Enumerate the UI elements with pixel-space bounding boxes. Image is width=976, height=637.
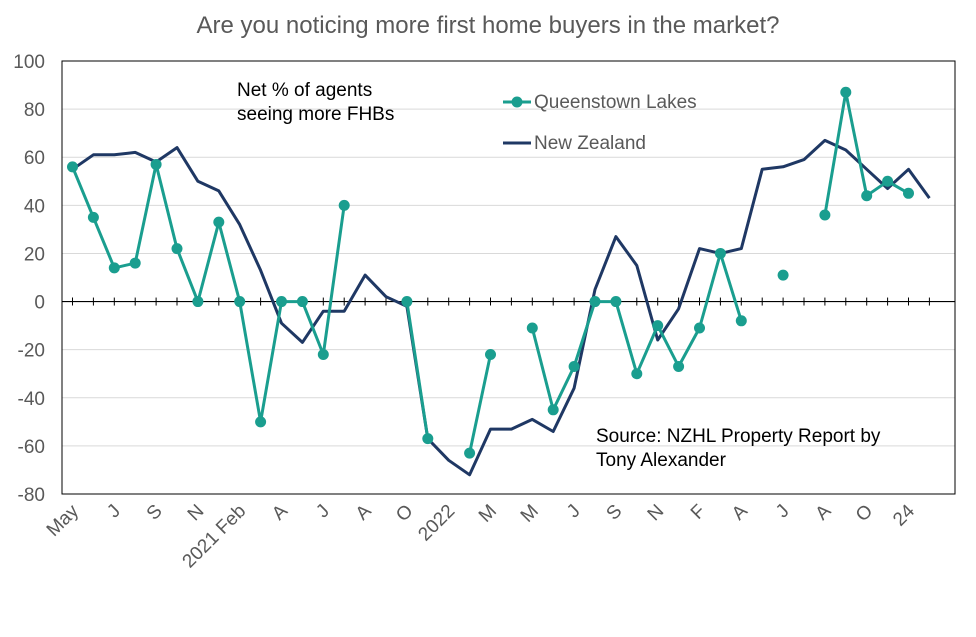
legend: Queenstown Lakes New Zealand <box>503 92 697 154</box>
data-point-queenstown-lakes <box>819 209 831 221</box>
data-point-queenstown-lakes <box>87 211 99 223</box>
series-line-new-zealand <box>71 138 931 477</box>
series-layer <box>67 86 931 477</box>
x-tick-label: F <box>687 501 710 524</box>
y-tick-label-0: 0 <box>34 293 45 314</box>
y-tick-label-80: 80 <box>24 100 45 121</box>
data-point-queenstown-lakes <box>296 296 308 308</box>
data-point-queenstown-lakes <box>631 368 643 380</box>
plot-area-border <box>61 60 956 495</box>
y-tick-label-40: 40 <box>24 196 45 217</box>
series-line-queenstown-lakes <box>405 301 430 439</box>
series-new-zealand <box>71 138 931 477</box>
y-tick-label--20: -20 <box>18 341 45 362</box>
series-queenstown-lakes <box>67 86 914 459</box>
y-tick-label--60: -60 <box>18 437 45 458</box>
x-tick-label: M <box>517 501 543 527</box>
x-tick-label: J <box>103 501 125 523</box>
x-tick-label: A <box>268 500 292 524</box>
series-line-queenstown-lakes <box>468 354 492 454</box>
data-point-queenstown-lakes <box>610 296 622 308</box>
x-tick-label: J <box>772 501 794 523</box>
data-point-queenstown-lakes <box>422 433 434 445</box>
data-point-queenstown-lakes <box>213 216 225 228</box>
legend-label-queenstown-lakes: Queenstown Lakes <box>534 92 697 113</box>
x-tick-label: O <box>392 501 417 526</box>
annotation-net-line1: Net % of agents <box>237 80 372 101</box>
data-point-queenstown-lakes <box>694 322 705 334</box>
x-tick-label: M <box>475 501 501 527</box>
data-point-queenstown-lakes <box>777 269 789 281</box>
data-point-queenstown-lakes <box>526 322 538 334</box>
y-tick-label-100: 100 <box>13 52 45 73</box>
data-point-queenstown-lakes <box>192 296 204 308</box>
chart-title: Are you noticing more first home buyers … <box>197 12 780 39</box>
annotation-net-line2: seeing more FHBs <box>237 104 394 125</box>
data-point-queenstown-lakes <box>652 320 664 332</box>
data-point-queenstown-lakes <box>485 348 496 360</box>
grid-lines <box>62 108 955 447</box>
data-point-queenstown-lakes <box>589 296 601 308</box>
data-point-queenstown-lakes <box>464 447 476 459</box>
x-tick-label: S <box>603 501 627 525</box>
y-axis-tick-labels: 100 80 60 40 20 0 -20 -40 -60 -80 <box>13 52 45 506</box>
x-tick-label: 24 <box>889 500 919 530</box>
legend-marker-queenstown-lakes <box>511 96 523 108</box>
data-point-queenstown-lakes <box>714 247 726 259</box>
x-tick-label: S <box>143 501 167 525</box>
y-tick-label-20: 20 <box>24 244 45 265</box>
annotation-source-line1: Source: NZHL Property Report by <box>596 426 881 447</box>
x-tick-label: May <box>43 500 84 541</box>
data-point-queenstown-lakes <box>108 262 120 274</box>
data-point-queenstown-lakes <box>735 315 747 327</box>
data-point-queenstown-lakes <box>67 161 78 173</box>
y-tick-label--40: -40 <box>18 389 45 410</box>
legend-label-new-zealand: New Zealand <box>534 133 646 154</box>
series-line-queenstown-lakes <box>530 251 743 412</box>
data-point-queenstown-lakes <box>903 187 914 199</box>
x-tick-label: N <box>184 501 209 526</box>
x-tick-label: A <box>812 500 836 524</box>
annotation-source-line2: Tony Alexander <box>596 450 727 471</box>
data-point-queenstown-lakes <box>171 243 183 255</box>
x-tick-label: N <box>644 501 669 526</box>
data-point-queenstown-lakes <box>150 158 162 170</box>
x-tick-label: J <box>312 501 334 523</box>
series-line-queenstown-lakes <box>71 162 346 424</box>
x-tick-label: J <box>563 501 585 523</box>
x-axis <box>62 297 955 306</box>
data-point-queenstown-lakes <box>234 296 246 308</box>
y-tick-label--80: -80 <box>18 485 45 506</box>
data-point-queenstown-lakes <box>276 296 287 308</box>
x-tick-label: 2022 <box>414 501 459 546</box>
x-tick-label: A <box>728 500 752 524</box>
x-tick-label: A <box>352 500 376 524</box>
data-point-queenstown-lakes <box>673 361 685 373</box>
data-point-queenstown-lakes <box>861 190 873 202</box>
data-point-queenstown-lakes <box>255 416 267 428</box>
data-point-queenstown-lakes <box>840 86 852 98</box>
y-tick-label-60: 60 <box>24 148 45 169</box>
data-point-queenstown-lakes <box>568 361 580 373</box>
data-point-queenstown-lakes <box>882 175 894 187</box>
data-point-queenstown-lakes <box>129 257 141 269</box>
data-point-queenstown-lakes <box>401 296 413 308</box>
x-tick-label: O <box>852 501 877 526</box>
data-point-queenstown-lakes <box>317 348 329 360</box>
data-point-queenstown-lakes <box>547 404 559 416</box>
data-point-queenstown-lakes <box>338 199 350 211</box>
